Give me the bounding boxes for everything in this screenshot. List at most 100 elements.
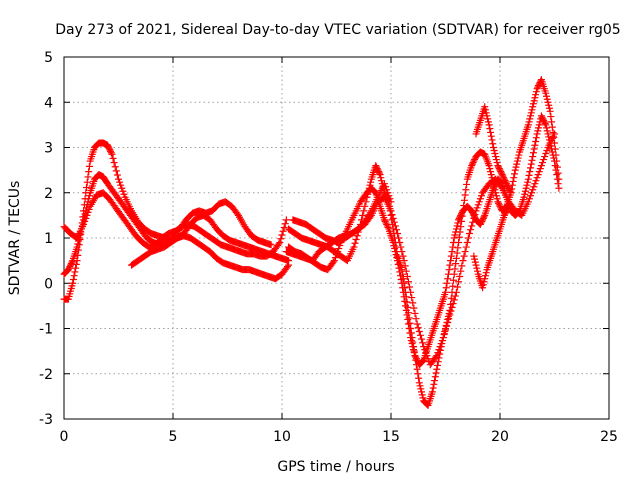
data-point bbox=[110, 159, 118, 167]
data-point bbox=[389, 214, 397, 222]
data-point bbox=[529, 153, 537, 161]
data-point bbox=[455, 233, 463, 241]
data-point bbox=[281, 220, 289, 228]
data-point bbox=[480, 213, 488, 221]
data-point bbox=[444, 318, 452, 326]
data-point bbox=[85, 205, 93, 213]
data-point bbox=[460, 252, 468, 260]
data-point bbox=[442, 288, 449, 296]
data-point bbox=[551, 130, 558, 138]
data-point bbox=[408, 294, 416, 302]
x-tick-label: 10 bbox=[273, 429, 291, 445]
data-point bbox=[413, 356, 421, 364]
data-point bbox=[502, 208, 510, 216]
data-point bbox=[448, 303, 456, 311]
data-point bbox=[545, 101, 553, 109]
data-point bbox=[472, 261, 480, 269]
data-point bbox=[489, 144, 497, 151]
data-point bbox=[522, 184, 530, 192]
x-tick-label: 15 bbox=[382, 429, 400, 445]
data-point bbox=[407, 288, 415, 296]
data-point bbox=[397, 243, 405, 251]
data-point bbox=[333, 251, 340, 259]
data-point bbox=[524, 175, 532, 183]
data-point bbox=[429, 384, 437, 392]
data-point bbox=[481, 106, 489, 114]
data-point bbox=[433, 365, 441, 373]
data-point bbox=[487, 132, 495, 140]
data-point bbox=[473, 264, 481, 272]
data-point bbox=[553, 171, 561, 179]
series-s2 bbox=[60, 171, 275, 278]
data-point bbox=[432, 369, 440, 377]
series-s10 bbox=[282, 180, 395, 265]
data-point bbox=[377, 174, 385, 182]
data-point bbox=[414, 370, 422, 378]
data-point bbox=[435, 346, 443, 354]
data-point bbox=[389, 239, 397, 247]
data-point bbox=[543, 127, 551, 135]
data-point bbox=[351, 239, 359, 247]
data-point bbox=[361, 202, 369, 210]
data-point bbox=[461, 191, 469, 199]
data-point bbox=[391, 248, 399, 256]
data-point bbox=[382, 219, 390, 227]
data-point bbox=[81, 217, 89, 225]
data-point bbox=[408, 340, 416, 348]
data-point bbox=[470, 252, 478, 260]
data-point bbox=[359, 211, 367, 219]
data-point bbox=[469, 159, 477, 167]
data-point bbox=[552, 166, 560, 174]
data-point bbox=[84, 173, 92, 181]
data-point bbox=[487, 128, 495, 136]
chart-title: Day 273 of 2021, Sidereal Day-to-day VTE… bbox=[55, 22, 620, 38]
data-point bbox=[380, 180, 388, 188]
data-point bbox=[461, 248, 469, 256]
data-point bbox=[398, 279, 406, 287]
data-point bbox=[403, 272, 411, 280]
data-point bbox=[108, 150, 116, 158]
data-point bbox=[492, 192, 500, 200]
data-point bbox=[411, 352, 419, 360]
data-point bbox=[505, 202, 513, 210]
data-point bbox=[417, 385, 425, 393]
data-point bbox=[442, 326, 449, 334]
data-point bbox=[394, 229, 402, 237]
data-point bbox=[415, 379, 423, 387]
data-point bbox=[446, 261, 454, 269]
data-point bbox=[453, 222, 461, 230]
data-point bbox=[85, 168, 93, 176]
data-point bbox=[495, 201, 503, 209]
data-point bbox=[438, 337, 446, 345]
data-point bbox=[418, 335, 426, 343]
data-point bbox=[335, 245, 343, 253]
data-point bbox=[529, 103, 537, 111]
data-point bbox=[500, 174, 508, 182]
data-point bbox=[391, 222, 399, 230]
data-point bbox=[384, 189, 392, 197]
data-point bbox=[539, 115, 547, 123]
data-point bbox=[533, 174, 541, 182]
data-point bbox=[477, 192, 485, 200]
data-point bbox=[456, 213, 464, 221]
y-tick-label: -1 bbox=[39, 322, 53, 338]
data-point bbox=[71, 268, 79, 276]
data-point bbox=[106, 146, 114, 154]
data-point bbox=[512, 163, 520, 171]
data-point bbox=[436, 343, 444, 351]
data-point bbox=[331, 254, 339, 262]
data-point bbox=[526, 168, 534, 176]
data-point bbox=[400, 293, 408, 301]
data-point bbox=[420, 343, 428, 351]
data-point bbox=[460, 196, 468, 204]
data-point bbox=[387, 207, 395, 215]
data-point bbox=[452, 288, 460, 296]
data-point bbox=[74, 240, 82, 248]
data-point bbox=[391, 245, 399, 253]
data-point bbox=[72, 264, 80, 272]
data-point bbox=[528, 106, 536, 114]
data-point bbox=[431, 377, 439, 385]
data-point bbox=[107, 147, 115, 155]
data-point bbox=[449, 243, 457, 251]
axis-ticks: 0 5 10 15 20 25 -3 -2 -1 0 1 2 3 4 5 bbox=[39, 50, 618, 445]
